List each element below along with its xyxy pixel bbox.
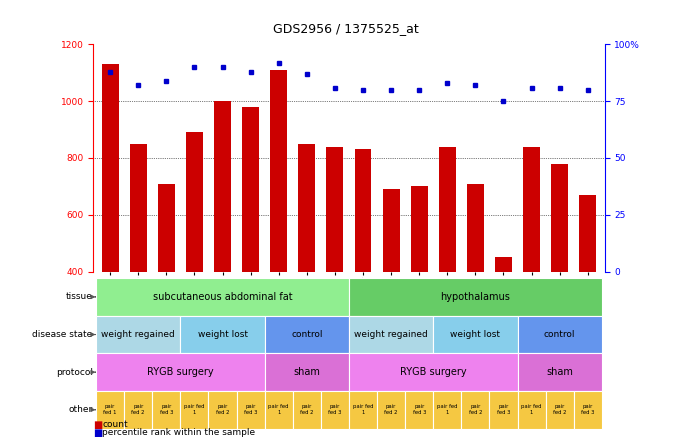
Bar [270, 70, 287, 272]
Text: pair
fed 2: pair fed 2 [131, 404, 145, 415]
Bar [265, 391, 293, 428]
Bar [462, 391, 489, 428]
Text: percentile rank within the sample: percentile rank within the sample [102, 428, 256, 437]
Bar [433, 316, 518, 353]
Text: tissue: tissue [66, 293, 93, 301]
Bar [546, 391, 574, 428]
Bar [321, 391, 349, 428]
Text: pair
fed 2: pair fed 2 [300, 404, 314, 415]
Text: control: control [291, 330, 323, 339]
Text: protocol: protocol [56, 368, 93, 377]
Bar [349, 316, 433, 353]
Text: subcutaneous abdominal fat: subcutaneous abdominal fat [153, 292, 292, 302]
Text: disease state: disease state [32, 330, 93, 339]
Bar [102, 64, 119, 272]
Bar [439, 147, 456, 272]
Bar [579, 195, 596, 272]
Bar [124, 391, 152, 428]
Text: pair
fed 2: pair fed 2 [384, 404, 398, 415]
Text: pair
fed 2: pair fed 2 [216, 404, 229, 415]
Bar [236, 391, 265, 428]
Text: sham: sham [294, 367, 320, 377]
Bar [265, 316, 349, 353]
Bar [518, 391, 546, 428]
Text: sham: sham [546, 367, 573, 377]
Bar [574, 391, 602, 428]
Text: pair fed
1: pair fed 1 [352, 404, 373, 415]
Text: pair fed
1: pair fed 1 [269, 404, 289, 415]
Text: pair
fed 3: pair fed 3 [244, 404, 257, 415]
Bar [265, 353, 349, 391]
Bar [383, 189, 399, 272]
Bar [489, 391, 518, 428]
Bar [214, 101, 231, 272]
Text: pair
fed 1: pair fed 1 [104, 404, 117, 415]
Bar [299, 144, 315, 272]
Bar [96, 391, 124, 428]
Text: GDS2956 / 1375525_at: GDS2956 / 1375525_at [273, 22, 418, 35]
Text: weight lost: weight lost [198, 330, 247, 339]
Text: pair
fed 2: pair fed 2 [553, 404, 567, 415]
Bar [130, 144, 146, 272]
Bar [551, 164, 568, 272]
Text: pair
fed 3: pair fed 3 [160, 404, 173, 415]
Text: control: control [544, 330, 576, 339]
Text: RYGB surgery: RYGB surgery [147, 367, 214, 377]
Text: pair
fed 3: pair fed 3 [581, 404, 594, 415]
Bar [293, 391, 321, 428]
Text: RYGB surgery: RYGB surgery [400, 367, 466, 377]
Text: pair
fed 3: pair fed 3 [413, 404, 426, 415]
Bar [354, 150, 372, 272]
Bar [152, 391, 180, 428]
Text: weight lost: weight lost [451, 330, 500, 339]
Text: pair
fed 2: pair fed 2 [468, 404, 482, 415]
Text: ■: ■ [93, 428, 102, 438]
Bar [349, 278, 602, 316]
Bar [349, 391, 377, 428]
Text: pair fed
1: pair fed 1 [521, 404, 542, 415]
Text: pair
fed 3: pair fed 3 [497, 404, 510, 415]
Bar [96, 353, 265, 391]
Text: ■: ■ [93, 420, 102, 430]
Bar [349, 353, 518, 391]
Bar [433, 391, 462, 428]
Bar [209, 391, 236, 428]
Text: weight regained: weight regained [102, 330, 175, 339]
Text: other: other [68, 405, 93, 414]
Bar [242, 107, 259, 272]
Text: weight regained: weight regained [354, 330, 428, 339]
Bar [523, 147, 540, 272]
Bar [377, 391, 405, 428]
Bar [467, 183, 484, 272]
Bar [180, 391, 209, 428]
Text: count: count [102, 420, 128, 429]
Bar [410, 186, 428, 272]
Bar [405, 391, 433, 428]
Bar [158, 183, 175, 272]
Text: pair
fed 3: pair fed 3 [328, 404, 341, 415]
Bar [96, 316, 180, 353]
Text: pair fed
1: pair fed 1 [184, 404, 205, 415]
Bar [518, 353, 602, 391]
Bar [186, 132, 203, 272]
Bar [180, 316, 265, 353]
Bar [495, 258, 512, 272]
Bar [326, 147, 343, 272]
Text: hypothalamus: hypothalamus [440, 292, 511, 302]
Text: pair fed
1: pair fed 1 [437, 404, 457, 415]
Bar [96, 278, 349, 316]
Bar [518, 316, 602, 353]
